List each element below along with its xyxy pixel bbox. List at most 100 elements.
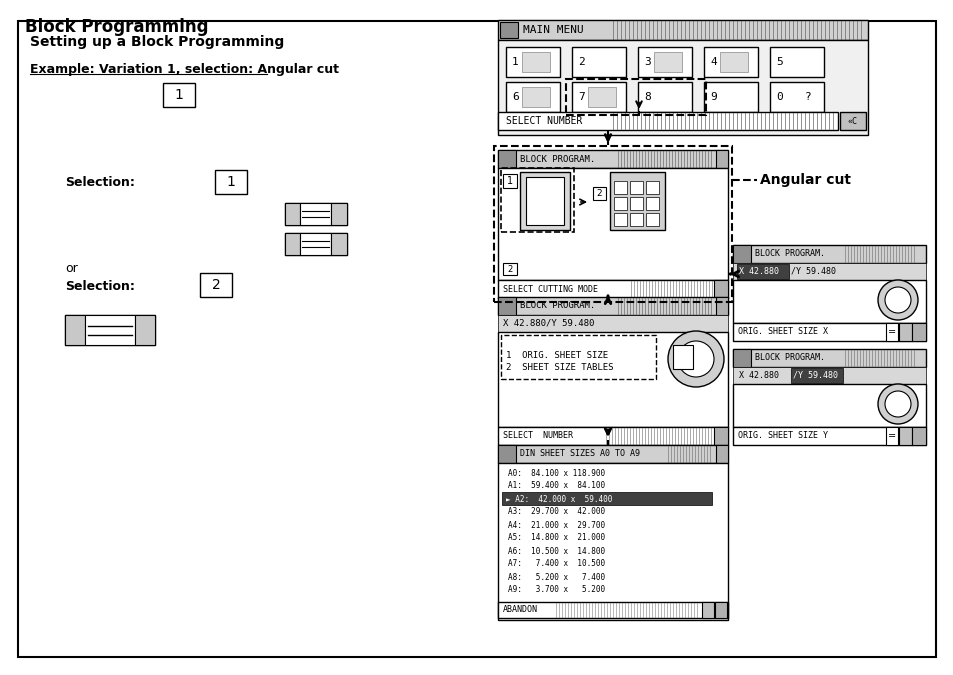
Bar — [911, 323, 925, 341]
Bar — [497, 280, 727, 298]
Text: 1: 1 — [174, 88, 183, 102]
Bar — [497, 445, 516, 463]
Text: «C: «C — [847, 117, 857, 126]
Bar — [898, 323, 911, 341]
Bar — [331, 203, 347, 225]
Bar — [701, 602, 713, 618]
Circle shape — [877, 384, 917, 424]
Bar — [300, 203, 331, 225]
Text: ORIG. SHEET SIZE Y: ORIG. SHEET SIZE Y — [738, 431, 827, 441]
Text: A1:  59.400 x  84.100: A1: 59.400 x 84.100 — [507, 481, 604, 491]
Text: A6:  10.500 x  14.800: A6: 10.500 x 14.800 — [507, 547, 604, 556]
Bar — [614, 181, 626, 194]
Bar — [898, 427, 911, 445]
Text: BLOCK PROGRAM.: BLOCK PROGRAM. — [754, 250, 824, 259]
Text: 2: 2 — [507, 265, 512, 273]
Text: 3: 3 — [643, 57, 650, 67]
Bar — [65, 315, 85, 345]
Text: 1: 1 — [226, 175, 235, 189]
Text: A3:  29.700 x  42.000: A3: 29.700 x 42.000 — [507, 508, 604, 516]
Bar — [497, 427, 727, 445]
Text: A0:  84.100 x 118.900: A0: 84.100 x 118.900 — [507, 468, 604, 477]
Text: 2: 2 — [212, 278, 220, 292]
Bar — [331, 233, 347, 255]
Bar — [497, 297, 727, 315]
Bar — [885, 323, 897, 341]
Text: A9:   3.700 x   5.200: A9: 3.700 x 5.200 — [507, 585, 604, 595]
Bar — [497, 40, 867, 135]
Bar — [629, 197, 642, 210]
Bar — [501, 492, 711, 505]
Text: or: or — [65, 263, 77, 275]
Bar — [500, 168, 574, 232]
Bar — [519, 172, 569, 230]
Bar — [732, 367, 925, 384]
Bar — [494, 146, 731, 302]
Bar — [497, 168, 727, 280]
Bar — [521, 52, 550, 72]
Bar — [703, 82, 758, 112]
Text: 2: 2 — [596, 188, 601, 198]
Text: ORIG. SHEET SIZE X: ORIG. SHEET SIZE X — [738, 327, 827, 337]
Bar — [497, 150, 727, 168]
Circle shape — [877, 280, 917, 320]
Bar — [732, 427, 925, 445]
Text: Example: Variation 1, selection: Angular cut: Example: Variation 1, selection: Angular… — [30, 63, 338, 76]
Text: BLOCK PROGRAM.: BLOCK PROGRAM. — [519, 155, 595, 163]
Text: 8: 8 — [643, 92, 650, 102]
Text: 2: 2 — [578, 57, 584, 67]
Bar — [499, 22, 517, 38]
Bar — [720, 52, 747, 72]
Bar — [135, 315, 154, 345]
Bar — [502, 263, 517, 275]
Text: DIN SHEET SIZES A0 TO A9: DIN SHEET SIZES A0 TO A9 — [519, 450, 639, 458]
Bar — [732, 263, 925, 280]
Text: 1: 1 — [506, 176, 513, 186]
Bar — [65, 315, 154, 345]
Bar — [572, 82, 625, 112]
Bar — [713, 280, 727, 298]
Text: SELECT  NUMBER: SELECT NUMBER — [502, 431, 573, 441]
Bar — [769, 82, 823, 112]
Text: A4:  21.000 x  29.700: A4: 21.000 x 29.700 — [507, 520, 604, 529]
Bar — [732, 280, 925, 323]
Bar — [732, 323, 925, 341]
Bar — [497, 602, 727, 618]
Bar — [497, 463, 727, 620]
Text: 9: 9 — [709, 92, 716, 102]
Bar — [587, 87, 616, 107]
Bar — [638, 47, 691, 77]
Bar — [497, 297, 516, 315]
Text: MAIN MENU: MAIN MENU — [522, 25, 583, 35]
Bar — [732, 349, 925, 367]
Text: 5: 5 — [775, 57, 781, 67]
Bar — [214, 170, 247, 194]
Bar — [609, 172, 664, 230]
Bar — [614, 197, 626, 210]
Bar — [502, 174, 517, 188]
Bar — [572, 47, 625, 77]
Bar — [840, 112, 865, 130]
Bar — [716, 297, 727, 315]
Bar — [614, 213, 626, 226]
Text: X 42.880: X 42.880 — [739, 371, 779, 379]
Circle shape — [884, 287, 910, 313]
Bar — [497, 315, 727, 332]
Text: ► A2:  42.000 x  59.400: ► A2: 42.000 x 59.400 — [505, 495, 612, 504]
Text: ABANDON: ABANDON — [502, 605, 537, 614]
Bar — [645, 213, 659, 226]
Circle shape — [678, 341, 713, 377]
Text: 6: 6 — [512, 92, 518, 102]
Text: Setting up a Block Programming: Setting up a Block Programming — [30, 35, 284, 49]
Bar — [732, 245, 925, 263]
Text: Angular cut: Angular cut — [760, 173, 850, 187]
Bar — [593, 187, 605, 200]
Bar — [716, 150, 727, 168]
Text: 1  ORIG. SHEET SIZE: 1 ORIG. SHEET SIZE — [505, 350, 607, 360]
Text: 1: 1 — [512, 57, 518, 67]
Text: 4: 4 — [709, 57, 716, 67]
Text: SELECT NUMBER: SELECT NUMBER — [505, 116, 581, 126]
Text: /Y 59.480: /Y 59.480 — [790, 267, 835, 275]
Text: ?: ? — [803, 92, 810, 102]
Circle shape — [667, 331, 723, 387]
